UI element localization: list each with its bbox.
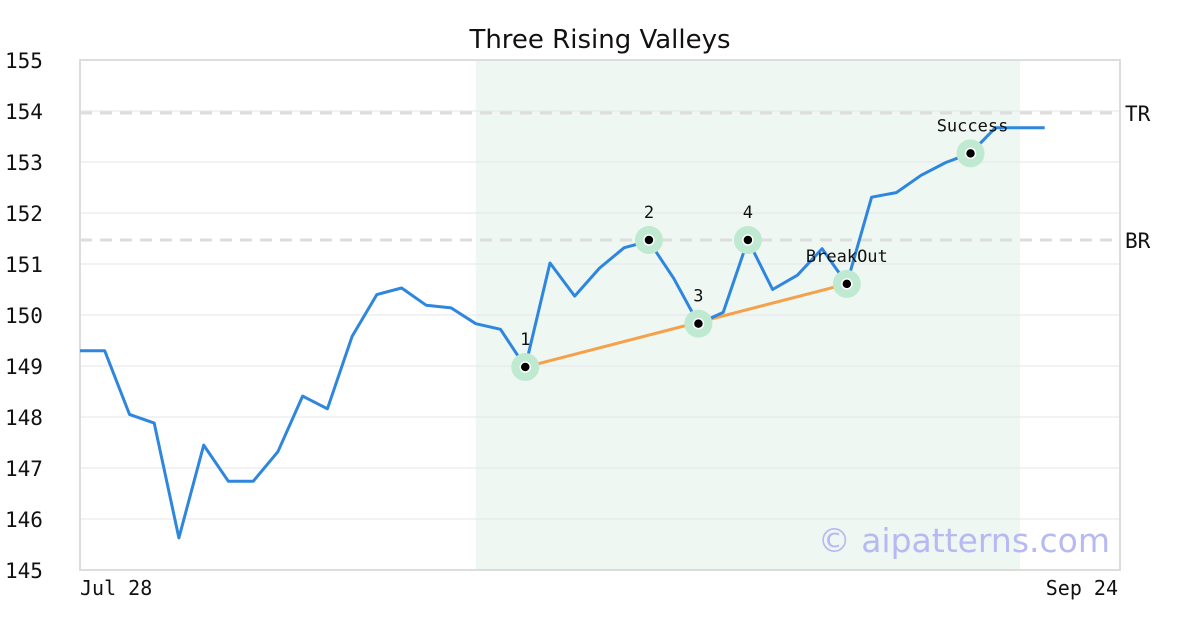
y-tick-label: 145	[5, 559, 43, 583]
point-marker-2	[643, 234, 655, 246]
price-series-line	[80, 126, 1045, 540]
point-label-success: Success	[937, 116, 1009, 136]
point-label-breakout: BreakOut	[806, 247, 888, 267]
y-tick-label: 149	[5, 355, 43, 379]
plot-frame	[79, 59, 1121, 571]
pattern-points: 1 2 3 4 BreakOut Success	[511, 116, 1009, 382]
y-axis-ticks: 145 146 147 148 149 150 151 152 153 154 155	[5, 49, 43, 583]
y-tick-label: 153	[5, 151, 43, 175]
y-tick-label: 147	[5, 457, 43, 481]
x-tick-label: Sep 24	[1046, 576, 1118, 600]
level-label-br: BR	[1125, 229, 1151, 253]
y-tick-label: 155	[5, 49, 43, 73]
y-tick-label: 154	[5, 100, 43, 124]
point-label-3: 3	[693, 287, 703, 307]
point-label-4: 4	[743, 203, 753, 223]
point-label-1: 1	[520, 330, 530, 350]
watermark: © aipatterns.com	[818, 521, 1110, 560]
point-label-2: 2	[644, 203, 654, 223]
chart-title: Three Rising Valleys	[468, 25, 730, 55]
point-marker-success	[964, 147, 977, 160]
point-marker-4	[742, 234, 754, 246]
x-axis-ticks: Jul 28 Sep 24	[80, 576, 1118, 600]
point-marker-breakout	[841, 278, 853, 290]
x-tick-label: Jul 28	[80, 576, 152, 600]
y-tick-label: 148	[5, 406, 43, 430]
point-marker-1	[519, 361, 532, 373]
levels: TR BR	[80, 102, 1151, 253]
y-tick-label: 151	[5, 253, 43, 277]
y-tick-label: 150	[5, 304, 43, 328]
y-tick-label: 152	[5, 202, 43, 226]
level-label-tr: TR	[1125, 102, 1151, 126]
y-tick-label: 146	[5, 508, 43, 532]
point-marker-3	[692, 317, 705, 330]
